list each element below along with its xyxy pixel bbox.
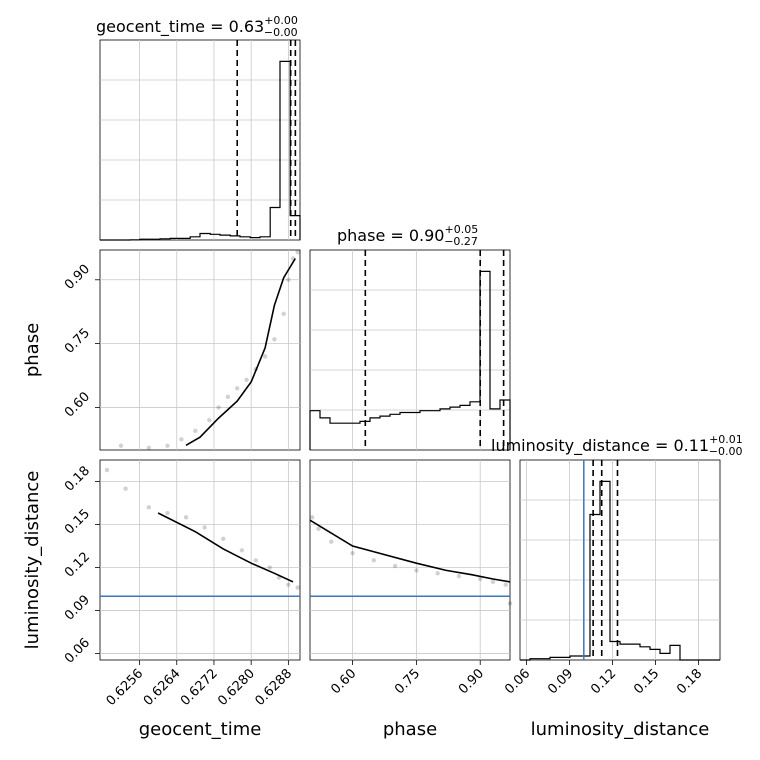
x-tick-label-luminosity-distance: 0.15 bbox=[631, 666, 662, 697]
x-tick-label-geocent-time: 0.6264 bbox=[141, 666, 184, 709]
scatter-point bbox=[435, 571, 440, 576]
contour-line bbox=[185, 258, 296, 446]
contour-line bbox=[157, 512, 294, 583]
y-tick-label-luminosity-distance: 0.15 bbox=[62, 507, 93, 538]
scatter-point bbox=[202, 525, 207, 530]
scatter-point bbox=[179, 437, 184, 442]
x-tick-label-luminosity-distance: 0.09 bbox=[545, 666, 576, 697]
panel-distance-vs-phase bbox=[309, 459, 511, 661]
x-tick-label-phase: 0.90 bbox=[456, 666, 487, 697]
x-tick-label-phase: 0.60 bbox=[328, 666, 359, 697]
scatter-point bbox=[146, 505, 152, 510]
scatter-point bbox=[146, 445, 152, 451]
y-tick-label-phase: 0.60 bbox=[62, 389, 93, 420]
scatter-point bbox=[225, 394, 231, 400]
y-tick-label-phase: 0.75 bbox=[62, 326, 93, 357]
scatter-point bbox=[503, 582, 508, 587]
x-tick-label-luminosity-distance: 0.18 bbox=[674, 666, 705, 697]
scatter-point bbox=[286, 277, 291, 282]
scatter-point bbox=[490, 579, 496, 585]
scatter-point bbox=[123, 486, 128, 491]
scatter-point bbox=[165, 443, 170, 448]
scatter-point bbox=[295, 585, 300, 590]
x-tick-label-geocent-time: 0.6280 bbox=[215, 666, 258, 709]
panel-hist-phase bbox=[309, 249, 511, 451]
histogram-geocent-time bbox=[100, 60, 301, 241]
y-tick-label-luminosity-distance: 0.06 bbox=[62, 636, 93, 667]
histogram-luminosity-distance bbox=[520, 480, 720, 661]
scatter-point bbox=[239, 548, 245, 553]
title-geocent-time: geocent_time = 0.63+0.00 −0.00 bbox=[96, 14, 298, 39]
title-luminosity-distance: luminosity_distance = 0.11+0.01 −0.00 bbox=[491, 433, 743, 458]
scatter-point bbox=[316, 526, 321, 532]
scatter-point bbox=[253, 558, 259, 563]
scatter-point bbox=[193, 428, 198, 434]
scatter-point bbox=[295, 249, 300, 255]
scatter-point bbox=[272, 337, 277, 342]
scatter-point bbox=[221, 536, 226, 542]
scatter-point bbox=[371, 558, 377, 563]
panel-hist-geocent-time bbox=[99, 39, 301, 241]
scatter-point bbox=[165, 510, 170, 516]
scatter-point bbox=[507, 601, 513, 606]
x-tick-label-luminosity-distance: 0.12 bbox=[588, 666, 619, 697]
x-tick-label-luminosity-distance: 0.06 bbox=[502, 666, 533, 697]
scatter-point bbox=[286, 582, 291, 587]
scatter-point bbox=[281, 311, 286, 317]
y-tick-label-luminosity-distance: 0.18 bbox=[62, 463, 93, 494]
panel-distance-vs-geocent-time bbox=[99, 459, 301, 661]
scatter-point bbox=[478, 576, 483, 582]
scatter-point bbox=[392, 563, 398, 569]
x-tick-label-geocent-time: 0.6256 bbox=[104, 666, 147, 709]
xlabel-geocent-time: geocent_time bbox=[139, 719, 262, 740]
scatter-point bbox=[207, 418, 212, 423]
y-tick-label-phase: 0.90 bbox=[62, 262, 93, 293]
y-tick-label-luminosity-distance: 0.12 bbox=[62, 550, 93, 581]
scatter-point bbox=[262, 354, 268, 359]
panel-hist-luminosity-distance bbox=[519, 459, 721, 661]
scatter-point bbox=[350, 550, 355, 556]
x-tick-label-geocent-time: 0.6288 bbox=[252, 666, 295, 709]
x-tick-label-phase: 0.75 bbox=[392, 666, 423, 697]
xlabel-phase: phase bbox=[383, 719, 437, 740]
scatter-point bbox=[414, 568, 419, 573]
ylabel-luminosity-distance: luminosity_distance bbox=[22, 471, 43, 650]
contour-line bbox=[309, 519, 511, 583]
scatter-point bbox=[235, 386, 240, 391]
scatter-point bbox=[118, 443, 124, 448]
x-tick-label-geocent-time: 0.6272 bbox=[178, 666, 221, 709]
scatter-point bbox=[456, 573, 462, 579]
scatter-point bbox=[244, 377, 249, 382]
y-tick-label-luminosity-distance: 0.09 bbox=[62, 593, 93, 624]
xlabel-luminosity-distance: luminosity_distance bbox=[531, 719, 710, 740]
scatter-point bbox=[309, 515, 315, 520]
ylabel-phase: phase bbox=[22, 323, 43, 377]
scatter-point bbox=[183, 515, 189, 520]
scatter-point bbox=[104, 467, 110, 473]
title-phase: phase = 0.90+0.05 −0.27 bbox=[337, 223, 478, 248]
scatter-point bbox=[267, 565, 272, 570]
panel-phase-vs-geocent-time bbox=[99, 249, 301, 451]
scatter-point bbox=[216, 405, 221, 410]
scatter-point bbox=[329, 539, 334, 544]
